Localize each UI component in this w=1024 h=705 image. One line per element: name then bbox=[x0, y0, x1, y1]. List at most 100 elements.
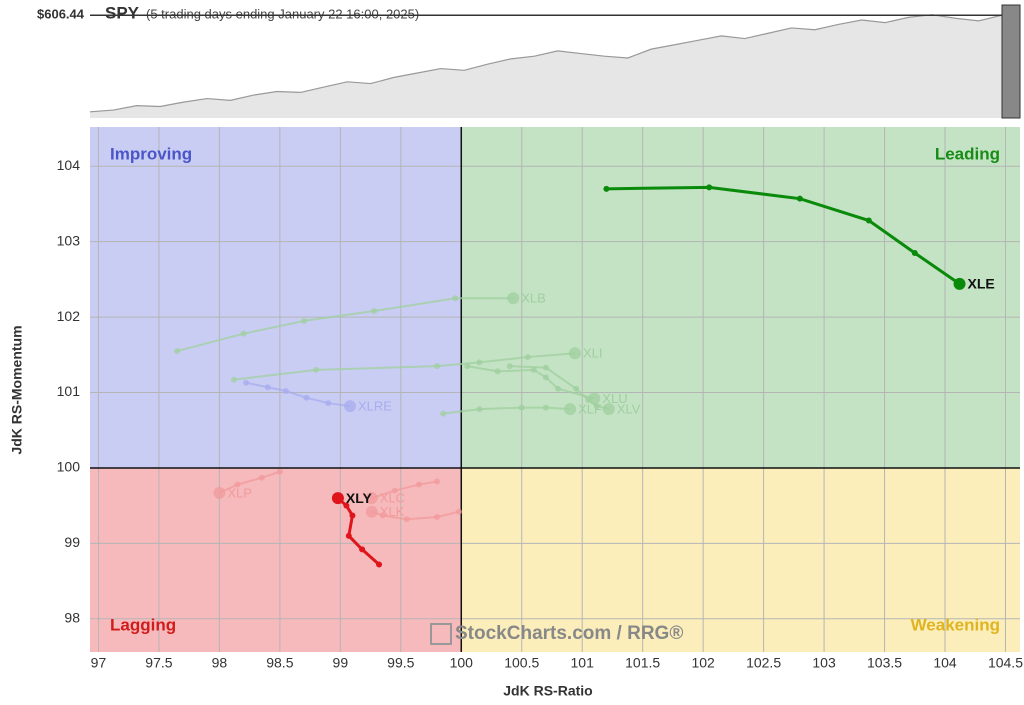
quadrant-label: Lagging bbox=[110, 615, 176, 634]
tail-point bbox=[464, 363, 471, 370]
tail-point bbox=[506, 363, 513, 370]
tail-head bbox=[602, 403, 615, 416]
series-label: XLV bbox=[617, 402, 641, 417]
tail-point bbox=[585, 397, 592, 404]
tail-point bbox=[573, 385, 580, 392]
tail-head bbox=[564, 403, 577, 416]
tail-head bbox=[365, 492, 378, 505]
quadrant-label: Leading bbox=[935, 144, 1000, 163]
spy-subtitle: (5 trading days ending January 22 16:00,… bbox=[146, 6, 419, 21]
quadrant bbox=[90, 127, 462, 468]
quadrant-label: Improving bbox=[110, 144, 192, 163]
tail-point bbox=[345, 532, 352, 539]
tail-point bbox=[325, 400, 332, 407]
series-label: XLY bbox=[346, 490, 373, 506]
tail-point bbox=[542, 364, 549, 371]
tail-head bbox=[568, 347, 581, 360]
tail-point bbox=[258, 474, 265, 481]
y-tick-label: 103 bbox=[57, 232, 81, 248]
tail-point bbox=[434, 478, 441, 485]
tail-point bbox=[440, 410, 447, 417]
tail-point bbox=[593, 403, 600, 410]
tail-point bbox=[349, 512, 356, 519]
tail-point bbox=[455, 508, 462, 515]
tail-head bbox=[507, 292, 520, 305]
tail-point bbox=[240, 330, 247, 337]
price-label: $606.44 bbox=[37, 7, 85, 22]
tail-point bbox=[303, 394, 310, 401]
tail-point bbox=[371, 308, 378, 315]
series-label: XLRE bbox=[358, 399, 392, 414]
y-tick-label: 99 bbox=[64, 534, 80, 550]
tail-head bbox=[953, 277, 966, 290]
price-line bbox=[89, 14, 1003, 113]
tail-point bbox=[476, 359, 483, 366]
tail-point bbox=[174, 348, 181, 355]
tail-point bbox=[434, 513, 441, 520]
x-tick-label: 98.5 bbox=[266, 655, 293, 671]
tail-point bbox=[276, 468, 283, 475]
quadrant bbox=[461, 467, 1020, 652]
price-area bbox=[90, 14, 1002, 118]
x-tick-label: 98 bbox=[212, 655, 228, 671]
tail-point bbox=[434, 363, 441, 370]
watermark: StockCharts.com / RRG® bbox=[455, 623, 683, 644]
y-tick-label: 102 bbox=[57, 308, 81, 324]
tail-head bbox=[344, 400, 357, 413]
series-label: XLU bbox=[602, 391, 627, 406]
series-label: XLK bbox=[380, 504, 405, 519]
x-tick-label: 99.5 bbox=[387, 655, 414, 671]
tail-point bbox=[376, 561, 383, 568]
quadrant-label: Weakening bbox=[911, 615, 1000, 634]
tail-point bbox=[603, 185, 610, 192]
tail-point bbox=[530, 366, 537, 373]
tail-point bbox=[343, 502, 350, 509]
tail-point bbox=[264, 384, 271, 391]
x-tick-label: 102.5 bbox=[746, 655, 781, 671]
tail-point bbox=[911, 249, 918, 256]
tail-point bbox=[359, 546, 366, 553]
series-label: XLB bbox=[521, 291, 546, 306]
x-tick-label: 100.5 bbox=[504, 655, 539, 671]
tail bbox=[176, 297, 514, 352]
x-tick-label: 104.5 bbox=[988, 655, 1023, 671]
tail bbox=[606, 185, 961, 286]
x-tick-label: 101.5 bbox=[625, 655, 660, 671]
tail-head bbox=[213, 486, 226, 499]
tail-point bbox=[452, 295, 459, 302]
series-label: XLF bbox=[578, 402, 602, 417]
tail bbox=[233, 352, 576, 381]
y-axis-title: JdK RS-Momentum bbox=[9, 325, 25, 454]
y-tick-label: 104 bbox=[57, 157, 81, 173]
x-tick-label: 103.5 bbox=[867, 655, 902, 671]
tail-point bbox=[391, 487, 398, 494]
tail bbox=[218, 470, 281, 494]
tail-head bbox=[365, 505, 378, 518]
period-marker bbox=[1001, 4, 1021, 119]
tail-point bbox=[379, 512, 386, 519]
tail-head bbox=[331, 492, 344, 505]
y-tick-label: 101 bbox=[57, 383, 81, 399]
y-tick-label: 98 bbox=[64, 610, 80, 626]
spy-title: SPY bbox=[105, 3, 140, 22]
tail bbox=[371, 480, 438, 500]
x-tick-label: 102 bbox=[691, 655, 715, 671]
x-tick-label: 99 bbox=[333, 655, 349, 671]
tail-point bbox=[524, 354, 531, 361]
tail-point bbox=[518, 404, 525, 411]
series-label: XLC bbox=[380, 491, 405, 506]
x-tick-label: 97 bbox=[91, 655, 107, 671]
x-tick-label: 103 bbox=[812, 655, 836, 671]
series-label: XLE bbox=[968, 276, 995, 292]
tail-point bbox=[796, 195, 803, 202]
tail-point bbox=[243, 379, 250, 386]
tail-point bbox=[555, 385, 562, 392]
tail bbox=[467, 365, 595, 400]
x-tick-label: 97.5 bbox=[145, 655, 172, 671]
x-tick-label: 100 bbox=[450, 655, 474, 671]
tail-point bbox=[230, 376, 237, 383]
quadrant bbox=[461, 127, 1020, 468]
tail-point bbox=[476, 406, 483, 413]
tail-point bbox=[706, 184, 713, 191]
